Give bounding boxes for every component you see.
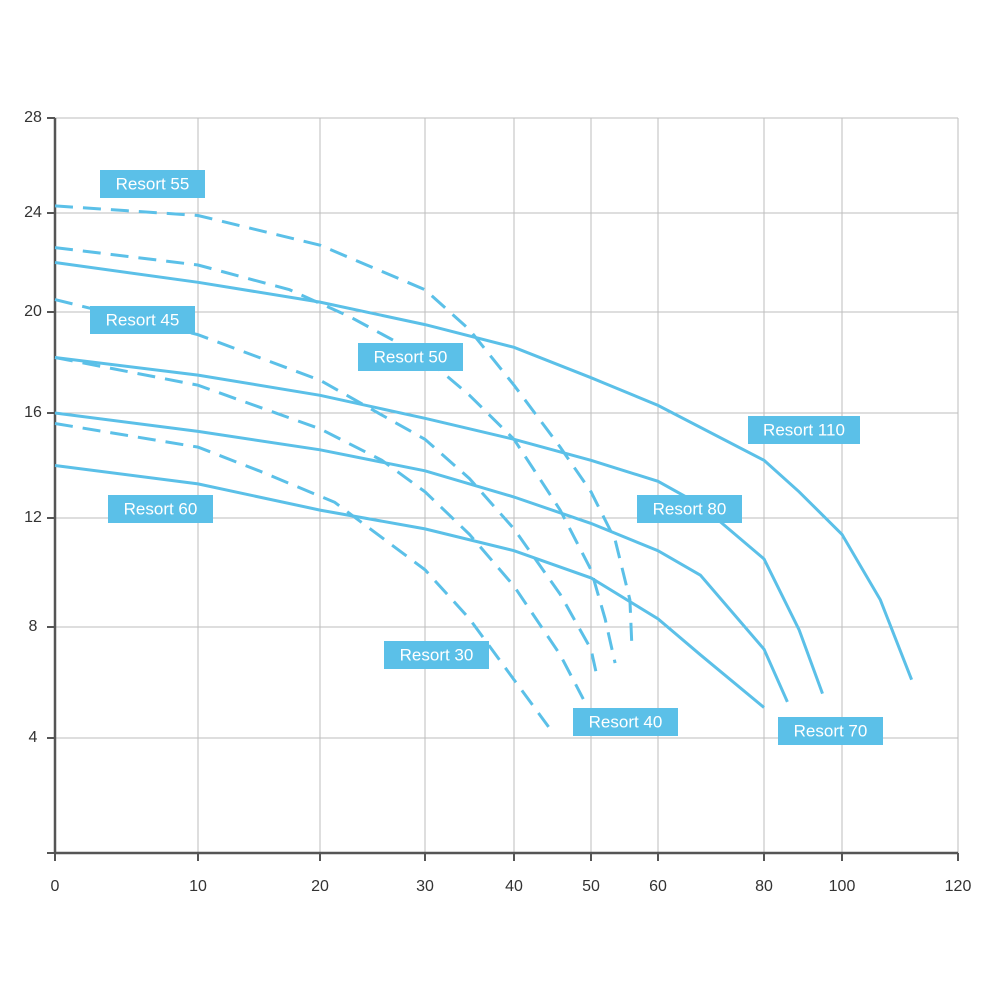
y-tick-label: 4 (29, 729, 38, 746)
series-line (54, 464, 765, 709)
series-line (54, 356, 824, 695)
series-label-box (100, 170, 205, 198)
x-tick-label: 80 (755, 878, 773, 895)
series-label-box (358, 343, 463, 371)
x-tick-label: 0 (51, 878, 60, 895)
series-line (54, 411, 789, 703)
series-label: Resort 110 (763, 420, 845, 439)
series-label: Resort 70 (794, 721, 868, 740)
y-tick-label: 16 (24, 404, 42, 421)
x-tick-label: 60 (649, 878, 667, 895)
series-line (54, 204, 634, 647)
y-tick-label: 24 (24, 204, 42, 221)
series-label: Resort 45 (106, 310, 180, 329)
series-line (54, 298, 600, 681)
y-tick-label: 12 (24, 509, 42, 526)
x-tick-label: 40 (505, 878, 523, 895)
series-label: Resort 55 (116, 174, 190, 193)
y-tick-label: 8 (29, 618, 38, 635)
series-label-box (573, 708, 678, 736)
series-label-box (637, 495, 742, 523)
y-tick-label: 20 (24, 303, 42, 320)
series-label-box (108, 495, 213, 523)
series-line (54, 246, 617, 664)
series-label: Resort 80 (653, 499, 727, 518)
series-label: Resort 30 (400, 645, 474, 664)
series-label: Resort 60 (124, 499, 198, 518)
x-tick-label: 10 (189, 878, 207, 895)
series-label: Resort 40 (589, 712, 663, 731)
series-label: Resort 50 (374, 347, 448, 366)
series-label-box (778, 717, 883, 745)
y-tick-label: 28 (24, 109, 42, 126)
x-tick-label: 50 (582, 878, 600, 895)
series-line (54, 261, 913, 681)
series-line (54, 422, 550, 728)
x-tick-label: 20 (311, 878, 329, 895)
series-label-box (748, 416, 860, 444)
series-line (54, 356, 585, 700)
x-tick-label: 100 (829, 878, 856, 895)
series-label-box (90, 306, 195, 334)
x-tick-label: 120 (945, 878, 972, 895)
x-tick-label: 30 (416, 878, 434, 895)
series-label-box (384, 641, 489, 669)
